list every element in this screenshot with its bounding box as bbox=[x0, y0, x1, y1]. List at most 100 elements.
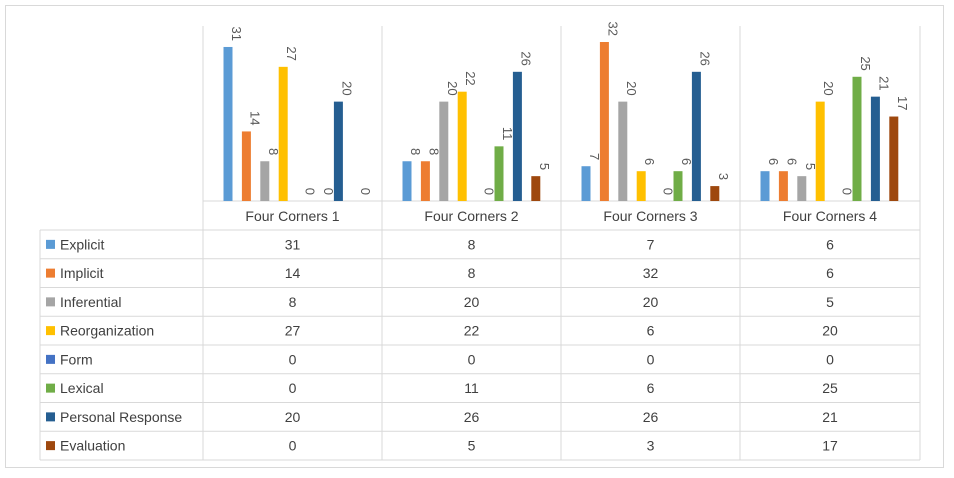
data-label: 14 bbox=[247, 111, 262, 125]
legend-key-inferential bbox=[46, 297, 55, 307]
bar-explicit bbox=[760, 171, 770, 201]
bar-evaluation bbox=[531, 176, 541, 201]
data-label: 6 bbox=[642, 158, 657, 165]
bar-personal-response bbox=[333, 101, 343, 201]
table-cell-value: 20 bbox=[464, 294, 480, 310]
bar-implicit bbox=[778, 171, 788, 201]
data-label: 3 bbox=[716, 173, 731, 180]
bar-reorganization bbox=[278, 66, 288, 201]
table-cell-value: 6 bbox=[647, 380, 655, 396]
category-label: Four Corners 1 bbox=[245, 208, 339, 224]
table-cell-value: 8 bbox=[468, 236, 476, 252]
legend-label: Reorganization bbox=[60, 323, 154, 339]
data-label: 20 bbox=[445, 81, 460, 95]
data-label: 26 bbox=[518, 51, 533, 65]
table-cell-value: 7 bbox=[647, 236, 655, 252]
bar-inferential bbox=[260, 161, 270, 201]
data-label: 0 bbox=[303, 188, 318, 195]
table-cell-value: 32 bbox=[643, 265, 659, 281]
table-cell-value: 11 bbox=[464, 380, 479, 396]
data-label: 20 bbox=[821, 81, 836, 95]
category-label: Four Corners 4 bbox=[783, 208, 877, 224]
data-label: 5 bbox=[803, 163, 818, 170]
data-label: 21 bbox=[876, 76, 891, 90]
data-label: 32 bbox=[605, 22, 620, 36]
table-cell-value: 0 bbox=[647, 351, 655, 367]
data-label: 0 bbox=[321, 188, 336, 195]
table-cell-value: 0 bbox=[289, 438, 297, 454]
legend-key-implicit bbox=[46, 268, 55, 278]
table-cell-value: 6 bbox=[826, 236, 834, 252]
data-label: 8 bbox=[408, 148, 423, 155]
legend-key-evaluation bbox=[46, 441, 55, 451]
data-label: 11 bbox=[500, 127, 515, 141]
table-cell-value: 3 bbox=[647, 438, 655, 454]
bar-reorganization bbox=[457, 91, 467, 201]
data-label: 26 bbox=[697, 51, 712, 65]
category-label: Four Corners 2 bbox=[424, 208, 518, 224]
table-cell-value: 14 bbox=[285, 265, 301, 281]
legend-label: Inferential bbox=[60, 294, 121, 310]
data-label: 22 bbox=[463, 71, 478, 85]
legend-key-reorganization bbox=[46, 326, 55, 336]
table-cell-value: 26 bbox=[643, 409, 659, 425]
data-label: 6 bbox=[784, 158, 799, 165]
data-label: 0 bbox=[840, 188, 855, 195]
data-label: 0 bbox=[482, 188, 497, 195]
legend-key-explicit bbox=[46, 239, 55, 249]
table-cell-value: 0 bbox=[468, 351, 476, 367]
data-label: 31 bbox=[229, 27, 244, 41]
data-label: 5 bbox=[537, 163, 552, 170]
data-label: 0 bbox=[661, 188, 676, 195]
table-cell-value: 0 bbox=[826, 351, 834, 367]
bar-implicit bbox=[241, 131, 251, 201]
bar-evaluation bbox=[889, 116, 899, 201]
data-label: 6 bbox=[766, 158, 781, 165]
table-cell-value: 20 bbox=[822, 323, 838, 339]
table-cell-value: 5 bbox=[826, 294, 834, 310]
legend-label: Form bbox=[60, 351, 93, 367]
table-cell-value: 0 bbox=[289, 351, 297, 367]
table-cell-value: 20 bbox=[285, 409, 301, 425]
table-cell-value: 6 bbox=[826, 265, 834, 281]
table-cell-value: 0 bbox=[289, 380, 297, 396]
table-cell-value: 22 bbox=[464, 323, 480, 339]
data-label: 20 bbox=[624, 81, 639, 95]
bar-lexical bbox=[494, 146, 504, 201]
data-label: 0 bbox=[358, 188, 373, 195]
legend-label: Personal Response bbox=[60, 409, 182, 425]
bar-explicit bbox=[223, 46, 233, 201]
bar-lexical bbox=[852, 76, 862, 201]
table-cell-value: 20 bbox=[643, 294, 659, 310]
legend-label: Explicit bbox=[60, 236, 104, 252]
table-cell-value: 8 bbox=[468, 265, 476, 281]
bar-reorganization bbox=[636, 171, 646, 201]
table-cell-value: 25 bbox=[822, 380, 838, 396]
legend-label: Lexical bbox=[60, 380, 104, 396]
table-cell-value: 31 bbox=[285, 236, 301, 252]
data-label: 27 bbox=[284, 46, 299, 60]
bar-explicit bbox=[581, 166, 591, 201]
bar-explicit bbox=[402, 161, 412, 201]
data-label: 8 bbox=[266, 148, 281, 155]
bar-lexical bbox=[673, 171, 683, 201]
bar-personal-response bbox=[691, 71, 701, 201]
bar-personal-response bbox=[512, 71, 522, 201]
category-label: Four Corners 3 bbox=[603, 208, 697, 224]
legend-key-form bbox=[46, 354, 55, 364]
table-cell-value: 21 bbox=[822, 409, 838, 425]
chart-frame bbox=[5, 5, 944, 468]
bar-inferential bbox=[797, 176, 807, 201]
data-label: 20 bbox=[339, 81, 354, 95]
data-label: 17 bbox=[895, 96, 910, 110]
legend-label: Evaluation bbox=[60, 438, 125, 454]
bar-implicit bbox=[420, 161, 430, 201]
data-label: 7 bbox=[587, 153, 602, 160]
legend-key-lexical bbox=[46, 383, 55, 393]
table-cell-value: 26 bbox=[464, 409, 480, 425]
bar-implicit bbox=[599, 42, 609, 201]
bar-personal-response bbox=[870, 96, 880, 201]
table-cell-value: 6 bbox=[647, 323, 655, 339]
table-cell-value: 8 bbox=[289, 294, 297, 310]
bar-reorganization bbox=[815, 101, 825, 201]
